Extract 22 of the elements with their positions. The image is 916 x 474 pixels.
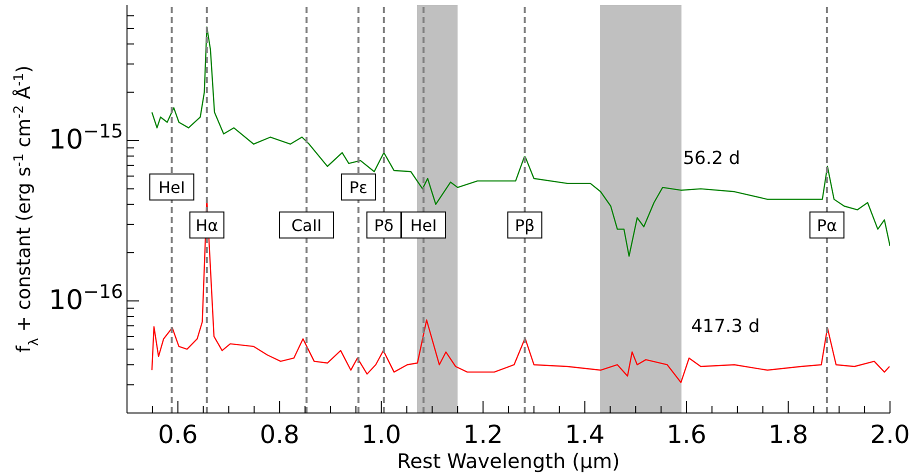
- x-tick-label: 0.6: [158, 420, 198, 449]
- ref-line-label: Pε: [349, 178, 368, 197]
- x-tick-label: 1.6: [666, 420, 706, 449]
- series-label: 56.2 d: [682, 148, 740, 170]
- x-tick-label: 2.0: [870, 420, 910, 449]
- ref-line-label: CaII: [291, 216, 322, 235]
- x-axis-title: Rest Wavelength (μm): [397, 449, 620, 473]
- series-label: 417.3 d: [691, 316, 760, 338]
- x-tick-label: 1.8: [768, 420, 808, 449]
- ref-line-label: Pδ: [374, 216, 394, 235]
- x-tick-label: 0.8: [260, 420, 300, 449]
- ref-line-label: HeI: [158, 178, 186, 197]
- x-tick-label: 1.2: [463, 420, 503, 449]
- x-tick-label: 1.0: [361, 420, 402, 449]
- ref-line-label: Pα: [816, 216, 838, 235]
- line-series: [151, 26, 890, 257]
- ref-line-label: HeI: [410, 216, 437, 235]
- x-tick-label: 1.4: [564, 420, 605, 449]
- ref-line-label: Hα: [196, 216, 218, 235]
- y-tick-label: 10$^{−16}$: [48, 280, 123, 316]
- y-tick-label: 10$^{−15}$: [48, 120, 123, 156]
- ref-line-label: Pβ: [514, 216, 535, 235]
